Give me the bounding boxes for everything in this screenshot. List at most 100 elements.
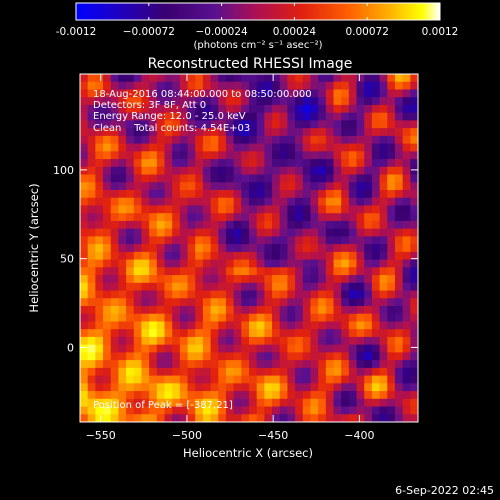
heatmap-cell	[272, 367, 281, 376]
heatmap-cell	[110, 174, 119, 183]
heatmap-cell	[87, 143, 96, 152]
heatmap-cell	[110, 414, 119, 423]
heatmap-cell	[310, 398, 319, 407]
heatmap-cell	[80, 205, 89, 214]
heatmap-cell	[195, 406, 204, 415]
heatmap-cell	[333, 360, 342, 369]
heatmap-cell	[202, 282, 211, 291]
heatmap-cell	[233, 290, 242, 299]
heatmap-cell	[225, 74, 235, 83]
heatmap-cell	[379, 74, 388, 83]
heatmap-cell	[179, 228, 188, 237]
heatmap-cell	[195, 259, 204, 268]
heatmap-cell	[210, 344, 219, 353]
heatmap-cell	[356, 406, 365, 415]
heatmap-cell	[256, 321, 265, 330]
heatmap-cell	[118, 282, 127, 291]
heatmap-cell	[402, 391, 411, 400]
heatmap-cell	[141, 259, 150, 268]
heatmap-cell	[387, 128, 396, 137]
heatmap-cell	[249, 151, 258, 160]
heatmap-cell	[118, 290, 127, 299]
heatmap-cell	[402, 166, 411, 175]
heatmap-cell	[164, 360, 173, 369]
heatmap-cell	[256, 174, 265, 183]
heatmap-cell	[379, 352, 388, 361]
heatmap-cell	[233, 406, 242, 415]
heatmap-cell	[187, 159, 196, 168]
heatmap-cell	[333, 228, 342, 237]
heatmap-cell	[394, 205, 404, 214]
heatmap-cell	[241, 275, 250, 284]
colorbar-tick-label: −0.00072	[123, 26, 175, 38]
heatmap-cell	[179, 112, 188, 121]
heatmap-cell	[356, 391, 365, 400]
heatmap-cell	[110, 74, 119, 83]
heatmap-cell	[295, 251, 304, 260]
heatmap-cell	[241, 344, 250, 353]
heatmap-cell	[272, 190, 281, 199]
heatmap-cell	[371, 267, 380, 276]
heatmap-cell	[279, 329, 288, 338]
heatmap-cell	[110, 383, 119, 392]
heatmap-cell	[371, 375, 380, 384]
heatmap-cell	[103, 313, 112, 322]
heatmap-cell	[325, 313, 334, 322]
heatmap-cell	[218, 128, 227, 137]
heatmap-cell	[110, 298, 119, 307]
heatmap-cell	[387, 182, 396, 191]
heatmap-cell	[295, 74, 304, 83]
heatmap-cell	[110, 244, 119, 253]
heatmap-cell	[141, 336, 150, 346]
heatmap-cell	[110, 259, 119, 268]
heatmap-cell	[80, 97, 89, 106]
heatmap-cell	[364, 159, 373, 168]
heatmap-cell	[172, 251, 181, 260]
heatmap-cell	[95, 383, 104, 392]
heatmap-cell	[264, 205, 273, 214]
heatmap-cell	[133, 205, 142, 214]
heatmap-cell	[218, 244, 227, 253]
heatmap-cell	[387, 104, 396, 114]
heatmap-cell	[325, 135, 334, 144]
heatmap-cell	[87, 375, 96, 384]
heatmap-cell	[333, 414, 342, 423]
heatmap-cell	[394, 151, 404, 160]
heatmap-cell	[402, 259, 411, 268]
heatmap-cell	[287, 336, 296, 346]
heatmap-cell	[87, 306, 96, 315]
heatmap-cell	[325, 143, 334, 152]
heatmap-cell	[233, 205, 242, 214]
heatmap-cell	[402, 97, 411, 106]
heatmap-cell	[241, 112, 250, 121]
heatmap-cell	[333, 259, 342, 268]
heatmap-cell	[225, 251, 235, 260]
heatmap-cell	[164, 352, 173, 361]
heatmap-cell	[348, 182, 357, 191]
heatmap-cell	[110, 166, 119, 175]
heatmap-cell	[187, 112, 196, 121]
annotation-clean-counts: Clean Total counts: 4.54E+03	[93, 123, 250, 134]
heatmap-cell	[80, 251, 89, 260]
heatmap-cell	[118, 205, 127, 214]
heatmap-cell	[187, 205, 196, 214]
heatmap-cell	[371, 120, 380, 129]
heatmap-cell	[87, 367, 96, 376]
heatmap-cell	[287, 151, 296, 160]
heatmap-cell	[233, 159, 242, 168]
heatmap-cell	[118, 375, 127, 384]
heatmap-cell	[394, 275, 404, 284]
heatmap-cell	[172, 298, 181, 307]
heatmap-cell	[325, 104, 334, 114]
heatmap-cell	[310, 228, 319, 237]
heatmap-cell	[333, 329, 342, 338]
heatmap-cell	[126, 236, 135, 245]
heatmap-cell	[348, 143, 357, 152]
heatmap-cell	[133, 143, 142, 152]
heatmap-cell	[149, 282, 158, 291]
heatmap-cell	[325, 205, 334, 214]
heatmap-cell	[233, 220, 242, 230]
heatmap-cell	[172, 290, 181, 299]
heatmap-cell	[325, 120, 334, 129]
heatmap-cell	[164, 197, 173, 206]
